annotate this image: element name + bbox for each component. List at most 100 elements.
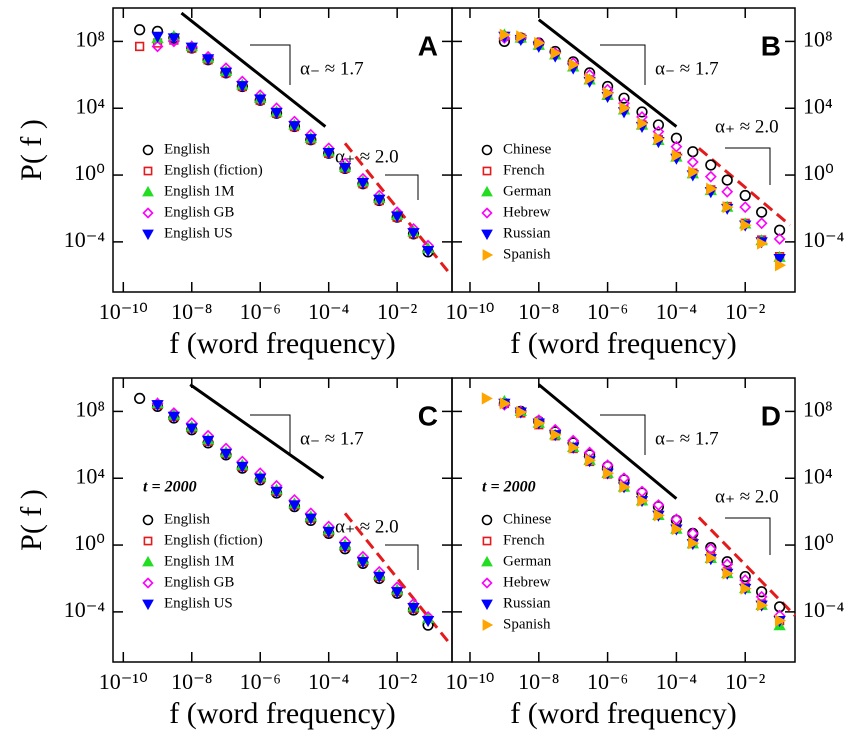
data-point [219,448,233,461]
data-point [637,494,649,507]
data-point [516,30,528,43]
note: t = 2000 [143,479,197,496]
data-point [688,165,700,179]
data-point [134,24,146,36]
data-point [652,119,665,131]
y-tick-label: 10⁸ [75,396,105,421]
legend-label: English US [164,595,233,611]
data-point [653,132,665,145]
data-point [686,156,699,168]
data-point [774,614,787,627]
panel: 10⁻¹⁰ 10⁻⁸ 10⁻⁶ 10⁻⁴ 10⁻² 10⁻⁴ 10⁰ 10⁴ 10⁸ f (wor… [445,377,845,730]
slope-bracket [600,414,646,455]
data-point [481,392,493,405]
y-tick-label: 10⁰ [74,530,105,555]
data-point [550,428,562,441]
data-point [219,67,233,79]
data-point [670,140,683,153]
data-point [740,582,752,595]
data-point [774,224,786,236]
data-point [201,54,215,66]
y-tick-label: 10⁸ [803,26,833,51]
data-point [534,36,546,50]
slope-bracket [250,414,291,455]
data-point [356,557,370,569]
x-tick-label: 10⁻⁶ [587,299,628,324]
slope-annotation: α₊ ≈ 2.0 [715,486,779,507]
data-point [499,28,511,41]
legend-marker [481,229,493,241]
slope-bracket [725,517,771,555]
legend-marker [143,536,153,546]
y-axis-label: P( f ) [15,489,48,551]
data-point [584,454,597,467]
data-point [236,81,249,93]
legend-marker [142,514,154,526]
slope-annotation: α₋ ≈ 1.7 [300,428,364,449]
legend-label: German [503,183,552,199]
legend-marker [482,249,494,261]
slope-annotation: α₊ ≈ 2.0 [715,116,779,137]
data-point [671,522,683,536]
data-point [652,499,665,511]
data-point [705,159,717,171]
legend-marker [142,207,154,219]
x-axis-label: f (word frequency) [169,327,396,360]
data-point [421,245,435,258]
data-point [721,174,733,186]
slope-annotation: α₋ ≈ 1.7 [655,58,719,79]
data-point [704,170,717,183]
x-tick-label: 10⁻² [725,299,766,324]
data-point [338,162,352,175]
legend-label: English [164,141,210,157]
legend-marker [481,144,493,156]
legend-label: English GB [164,574,234,590]
y-tick-label: 10⁰ [803,530,834,555]
data-point [134,41,145,52]
data-point [373,571,386,584]
legend-marker [143,166,153,176]
data-point [134,392,146,404]
slope-bracket [250,44,291,85]
data-point [740,219,752,232]
legend-marker [481,185,493,197]
data-point [254,473,267,485]
fit-line [180,11,327,128]
fit-line [537,383,678,500]
data-point [756,599,769,612]
data-point [304,513,317,525]
legend-marker [482,619,494,631]
data-point [338,542,352,554]
x-tick-label: 10⁻¹⁰ [445,669,494,694]
data-point [688,536,700,550]
data-point [407,228,420,240]
data-point [619,480,631,494]
plot-frame [451,377,796,663]
data-point [584,72,597,85]
data-point [151,40,164,53]
data-point [653,509,665,522]
data-point [756,237,769,250]
data-point [670,132,683,144]
legend-marker [142,555,154,567]
legend-marker [481,577,493,589]
y-tick-label: 10⁰ [803,160,834,185]
panel-letter: B [761,30,781,61]
data-point [167,33,181,45]
y-tick-label: 10⁴ [75,463,105,488]
data-point [304,134,317,146]
x-axis-label: f (word frequency) [510,697,737,730]
legend-label: English 1M [164,183,234,199]
plot-frame [451,7,796,293]
x-tick-label: 10⁻⁶ [587,669,628,694]
data-point [390,587,404,599]
data-point [739,571,751,583]
data-point [568,58,580,71]
legend-label: Chinese [503,511,552,527]
slope-bracket [385,544,419,570]
data-point [550,46,562,60]
fit-line [537,18,678,128]
data-point [167,411,181,423]
legend-marker [481,207,493,219]
